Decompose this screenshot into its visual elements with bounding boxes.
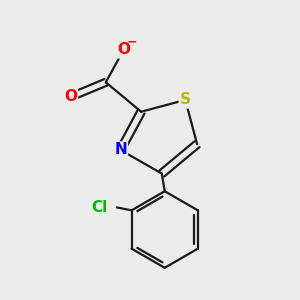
Text: Cl: Cl bbox=[91, 200, 107, 215]
Text: O: O bbox=[64, 89, 77, 104]
Text: S: S bbox=[180, 92, 191, 107]
Text: O: O bbox=[117, 42, 130, 57]
Text: N: N bbox=[114, 142, 127, 158]
Text: −: − bbox=[127, 35, 138, 48]
